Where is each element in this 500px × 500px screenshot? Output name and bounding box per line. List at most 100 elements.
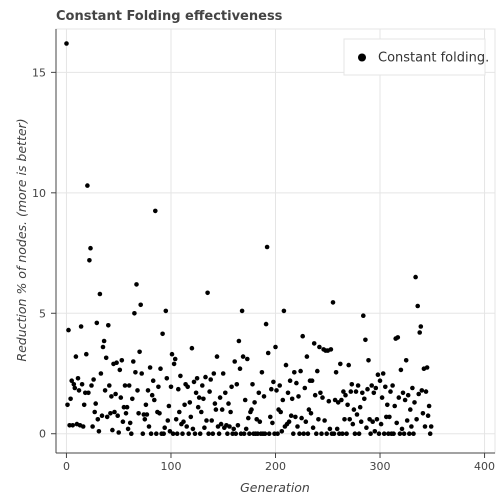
data-point: [425, 413, 431, 419]
data-point: [297, 431, 302, 437]
data-point: [104, 414, 110, 420]
data-point: [283, 362, 289, 368]
data-point: [132, 311, 137, 316]
data-point: [106, 323, 111, 328]
data-point: [256, 390, 262, 396]
data-point: [403, 358, 409, 363]
data-point: [240, 354, 246, 359]
y-tick-label: 5: [39, 307, 46, 320]
data-point: [352, 431, 358, 437]
data-point: [166, 403, 172, 409]
data-point: [348, 389, 354, 394]
data-point: [170, 431, 176, 437]
data-point: [423, 389, 429, 394]
data-point: [269, 386, 274, 392]
data-point: [218, 421, 224, 427]
data-point: [295, 424, 300, 429]
data-point: [287, 378, 293, 384]
data-point: [211, 371, 217, 376]
data-point: [212, 401, 218, 406]
x-tick-label: 200: [265, 460, 286, 473]
data-point: [182, 402, 187, 408]
data-point: [127, 420, 133, 426]
data-point: [196, 395, 202, 400]
y-tick-label: 0: [39, 428, 46, 441]
data-point: [350, 421, 356, 427]
data-point: [103, 355, 109, 361]
data-point: [259, 370, 265, 375]
data-point: [172, 356, 178, 362]
data-point: [304, 354, 310, 359]
data-point: [188, 414, 194, 420]
data-point: [301, 431, 307, 437]
data-point: [274, 388, 279, 393]
legend[interactable]: Constant folding.: [343, 38, 489, 76]
data-point: [72, 385, 78, 391]
tick-labels: 0 100 200 300 400 0 5 10 15: [32, 66, 495, 473]
data-point: [124, 404, 130, 410]
data-point: [100, 344, 106, 350]
data-point: [261, 394, 267, 399]
data-point: [94, 320, 100, 326]
data-point: [409, 424, 414, 429]
data-point: [286, 419, 292, 425]
data-point: [349, 382, 355, 387]
data-point: [146, 424, 152, 429]
data-point: [316, 417, 321, 422]
data-point: [413, 274, 418, 280]
data-point: [426, 403, 432, 409]
data-point: [208, 377, 213, 382]
data-point: [355, 383, 361, 388]
data-point: [190, 426, 196, 432]
data-point: [107, 383, 112, 388]
y-tick-label: 10: [32, 187, 46, 200]
data-point: [335, 400, 341, 405]
data-point: [180, 431, 185, 437]
data-point: [229, 384, 234, 390]
y-axis-label: Reduction % of nodes. (more is better): [14, 118, 29, 361]
data-point: [110, 427, 115, 433]
data-point: [324, 431, 330, 437]
data-point: [252, 400, 257, 405]
data-point: [223, 390, 228, 396]
data-point: [108, 411, 113, 416]
x-tick-label: 100: [160, 460, 181, 473]
data-point: [411, 431, 416, 437]
data-point: [358, 419, 364, 425]
data-point: [150, 378, 156, 384]
data-point: [169, 351, 175, 357]
data-point: [245, 356, 250, 362]
data-point: [84, 351, 89, 357]
data-point: [314, 431, 319, 437]
data-point: [76, 388, 82, 393]
data-point: [298, 368, 303, 374]
data-point: [341, 389, 346, 394]
data-point: [351, 407, 357, 412]
data-point: [292, 370, 297, 375]
data-point: [214, 354, 220, 359]
data-point: [277, 383, 283, 388]
data-point: [364, 425, 369, 431]
data-point: [303, 419, 309, 425]
data-point: [232, 359, 237, 364]
data-point: [294, 380, 299, 386]
data-point: [318, 390, 323, 396]
data-point: [239, 308, 245, 314]
data-point: [387, 414, 392, 420]
data-point: [385, 402, 390, 408]
data-point: [360, 390, 365, 396]
data-point: [328, 347, 334, 352]
data-point: [326, 398, 332, 404]
data-point: [213, 407, 219, 412]
data-point: [343, 392, 348, 398]
data-point: [137, 349, 142, 355]
data-point: [428, 424, 434, 429]
data-point: [344, 431, 349, 437]
data-point: [153, 208, 158, 214]
chart-title: Constant Folding effectiveness: [56, 9, 283, 24]
data-point: [320, 395, 325, 400]
data-point: [228, 409, 233, 415]
data-point: [236, 338, 242, 344]
data-point: [407, 431, 412, 437]
data-point: [161, 431, 166, 437]
